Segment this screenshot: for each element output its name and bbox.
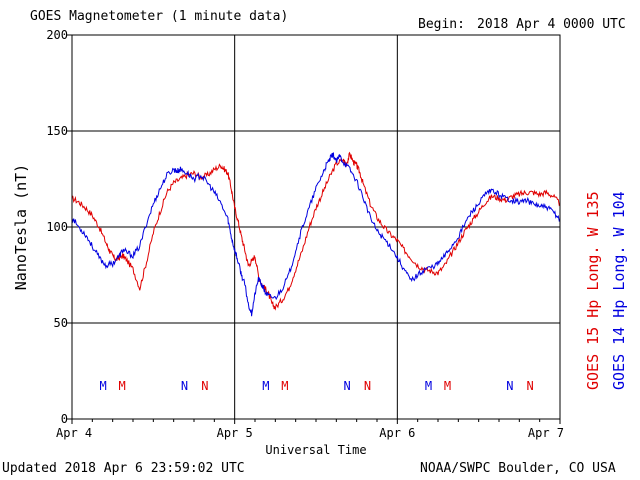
x-tick-label: Apr 6 xyxy=(379,426,415,440)
legend-goes14: GOES 14 Hp Long. W 104 xyxy=(610,191,628,390)
annotation-marker: N xyxy=(201,379,208,393)
annotation-marker: M xyxy=(281,379,288,393)
annotation-marker: N xyxy=(506,379,513,393)
series-goes14 xyxy=(71,152,561,317)
annotation-marker: M xyxy=(425,379,432,393)
x-tick-label: Apr 5 xyxy=(217,426,253,440)
chart-title: GOES Magnetometer (1 minute data) xyxy=(30,9,289,24)
y-axis-label: NanoTesla (nT) xyxy=(12,164,30,290)
annotation-marker: N xyxy=(181,379,188,393)
annotation-marker: M xyxy=(262,379,269,393)
y-tick-label: 0 xyxy=(61,412,68,426)
x-tick-label: Apr 4 xyxy=(56,426,92,440)
y-tick-label: 150 xyxy=(46,124,68,138)
x-axis-ticks: Apr 4 Apr 5 Apr 6 Apr 7 xyxy=(56,419,564,440)
y-tick-label: 50 xyxy=(54,316,68,330)
x-axis-label: Universal Time xyxy=(265,443,366,457)
legend-goes15: GOES 15 Hp Long. W 135 xyxy=(584,191,602,390)
begin-label: Begin: xyxy=(418,17,465,32)
x-tick-label: Apr 7 xyxy=(528,426,564,440)
annotation-marker: M xyxy=(100,379,107,393)
annotation-marker: N xyxy=(527,379,534,393)
series-line xyxy=(71,151,561,311)
annotation-marker: M xyxy=(119,379,126,393)
begin-value: 2018 Apr 4 0000 UTC xyxy=(477,17,626,32)
grid-lines xyxy=(72,35,560,419)
series-goes15 xyxy=(71,151,561,311)
series-line xyxy=(71,152,561,317)
y-axis-ticks: 0 50 100 150 200 xyxy=(46,28,72,426)
y-tick-label: 200 xyxy=(46,28,68,42)
y-tick-label: 100 xyxy=(46,220,68,234)
updated-timestamp: Updated 2018 Apr 6 23:59:02 UTC xyxy=(2,461,245,476)
annotation-marker: N xyxy=(364,379,371,393)
source-credit: NOAA/SWPC Boulder, CO USA xyxy=(420,461,616,476)
annotation-marker: M xyxy=(444,379,451,393)
annotation-marker: N xyxy=(344,379,351,393)
